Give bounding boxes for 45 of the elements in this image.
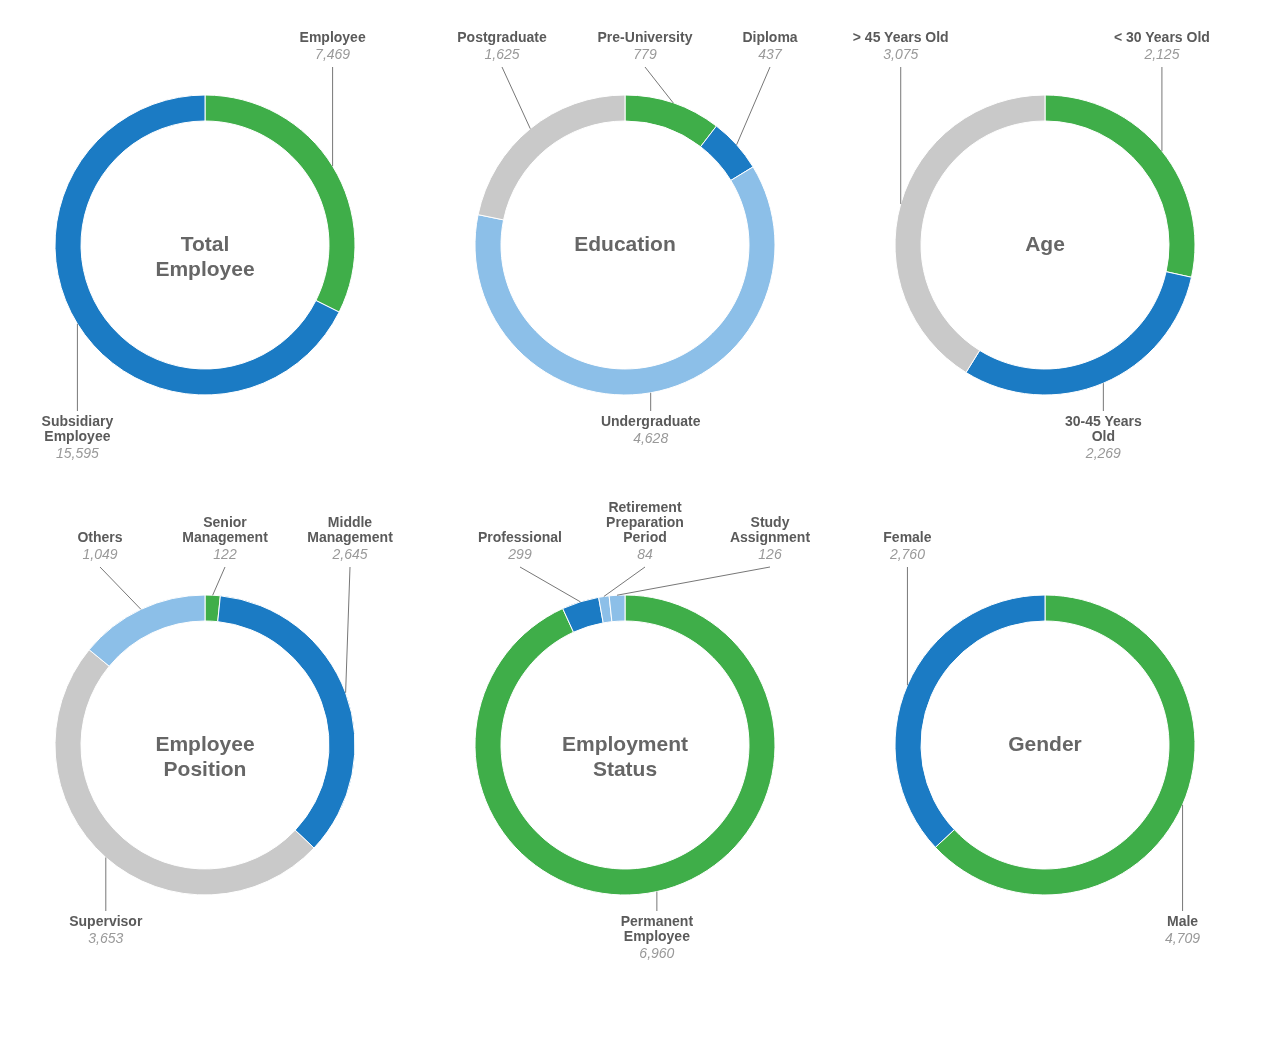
slice-label: Male bbox=[1167, 913, 1199, 929]
slice-label: < 30 Years Old bbox=[1113, 29, 1210, 45]
slice-label: Supervisor bbox=[69, 913, 143, 929]
data-label: 2,125 bbox=[1143, 46, 1180, 62]
data-label: 122 bbox=[213, 546, 237, 562]
slice-label: Undergraduate bbox=[600, 413, 701, 429]
slice-label: Postgraduate bbox=[457, 29, 547, 45]
data-label: 2,645 bbox=[331, 546, 368, 562]
text: Education bbox=[574, 232, 676, 255]
data-label: 6,960 bbox=[639, 945, 675, 961]
slice-label: Study Assignment bbox=[729, 514, 811, 545]
text: Age bbox=[1025, 232, 1065, 255]
data-label: 3,075 bbox=[883, 46, 919, 62]
text: Employee Position bbox=[155, 732, 255, 780]
slice-label: Professional bbox=[477, 529, 563, 545]
slice-label: Permanent Employee bbox=[620, 913, 694, 944]
data-label: 2,760 bbox=[888, 546, 926, 562]
data-label: 3,653 bbox=[88, 930, 124, 946]
slice-label: Employee bbox=[299, 29, 366, 45]
data-label: 7,469 bbox=[315, 46, 351, 62]
data-label: 437 bbox=[758, 46, 783, 62]
donut-slice bbox=[474, 594, 776, 896]
slice-label: Pre-University bbox=[597, 29, 693, 45]
data-label: 15,595 bbox=[55, 445, 100, 461]
slice-label: Senior Management bbox=[182, 514, 269, 545]
slice-label: 30-45 Years Old bbox=[1064, 413, 1142, 444]
data-label: 84 bbox=[637, 546, 653, 562]
data-label: 1,049 bbox=[82, 546, 118, 562]
data-label: 779 bbox=[633, 46, 657, 62]
data-label: 4,709 bbox=[1165, 930, 1201, 946]
slice-label: Subsidiary Employee bbox=[41, 413, 114, 444]
data-label: 1,625 bbox=[484, 46, 520, 62]
text: Total Employee bbox=[155, 232, 255, 280]
text: Employment Status bbox=[561, 732, 689, 780]
slice-label: > 45 Years Old bbox=[852, 29, 949, 45]
data-label: 299 bbox=[507, 546, 532, 562]
slice-label: Middle Management bbox=[307, 514, 394, 545]
slice-label: Retirement Preparation Period bbox=[606, 499, 684, 545]
slice-label: Female bbox=[883, 529, 932, 545]
slice-label: Diploma bbox=[742, 29, 798, 45]
data-label: 4,628 bbox=[633, 430, 669, 446]
slice-label: Others bbox=[77, 529, 123, 545]
data-label: 2,269 bbox=[1084, 445, 1122, 461]
text: Gender bbox=[1008, 732, 1082, 755]
data-label: 126 bbox=[758, 546, 782, 562]
